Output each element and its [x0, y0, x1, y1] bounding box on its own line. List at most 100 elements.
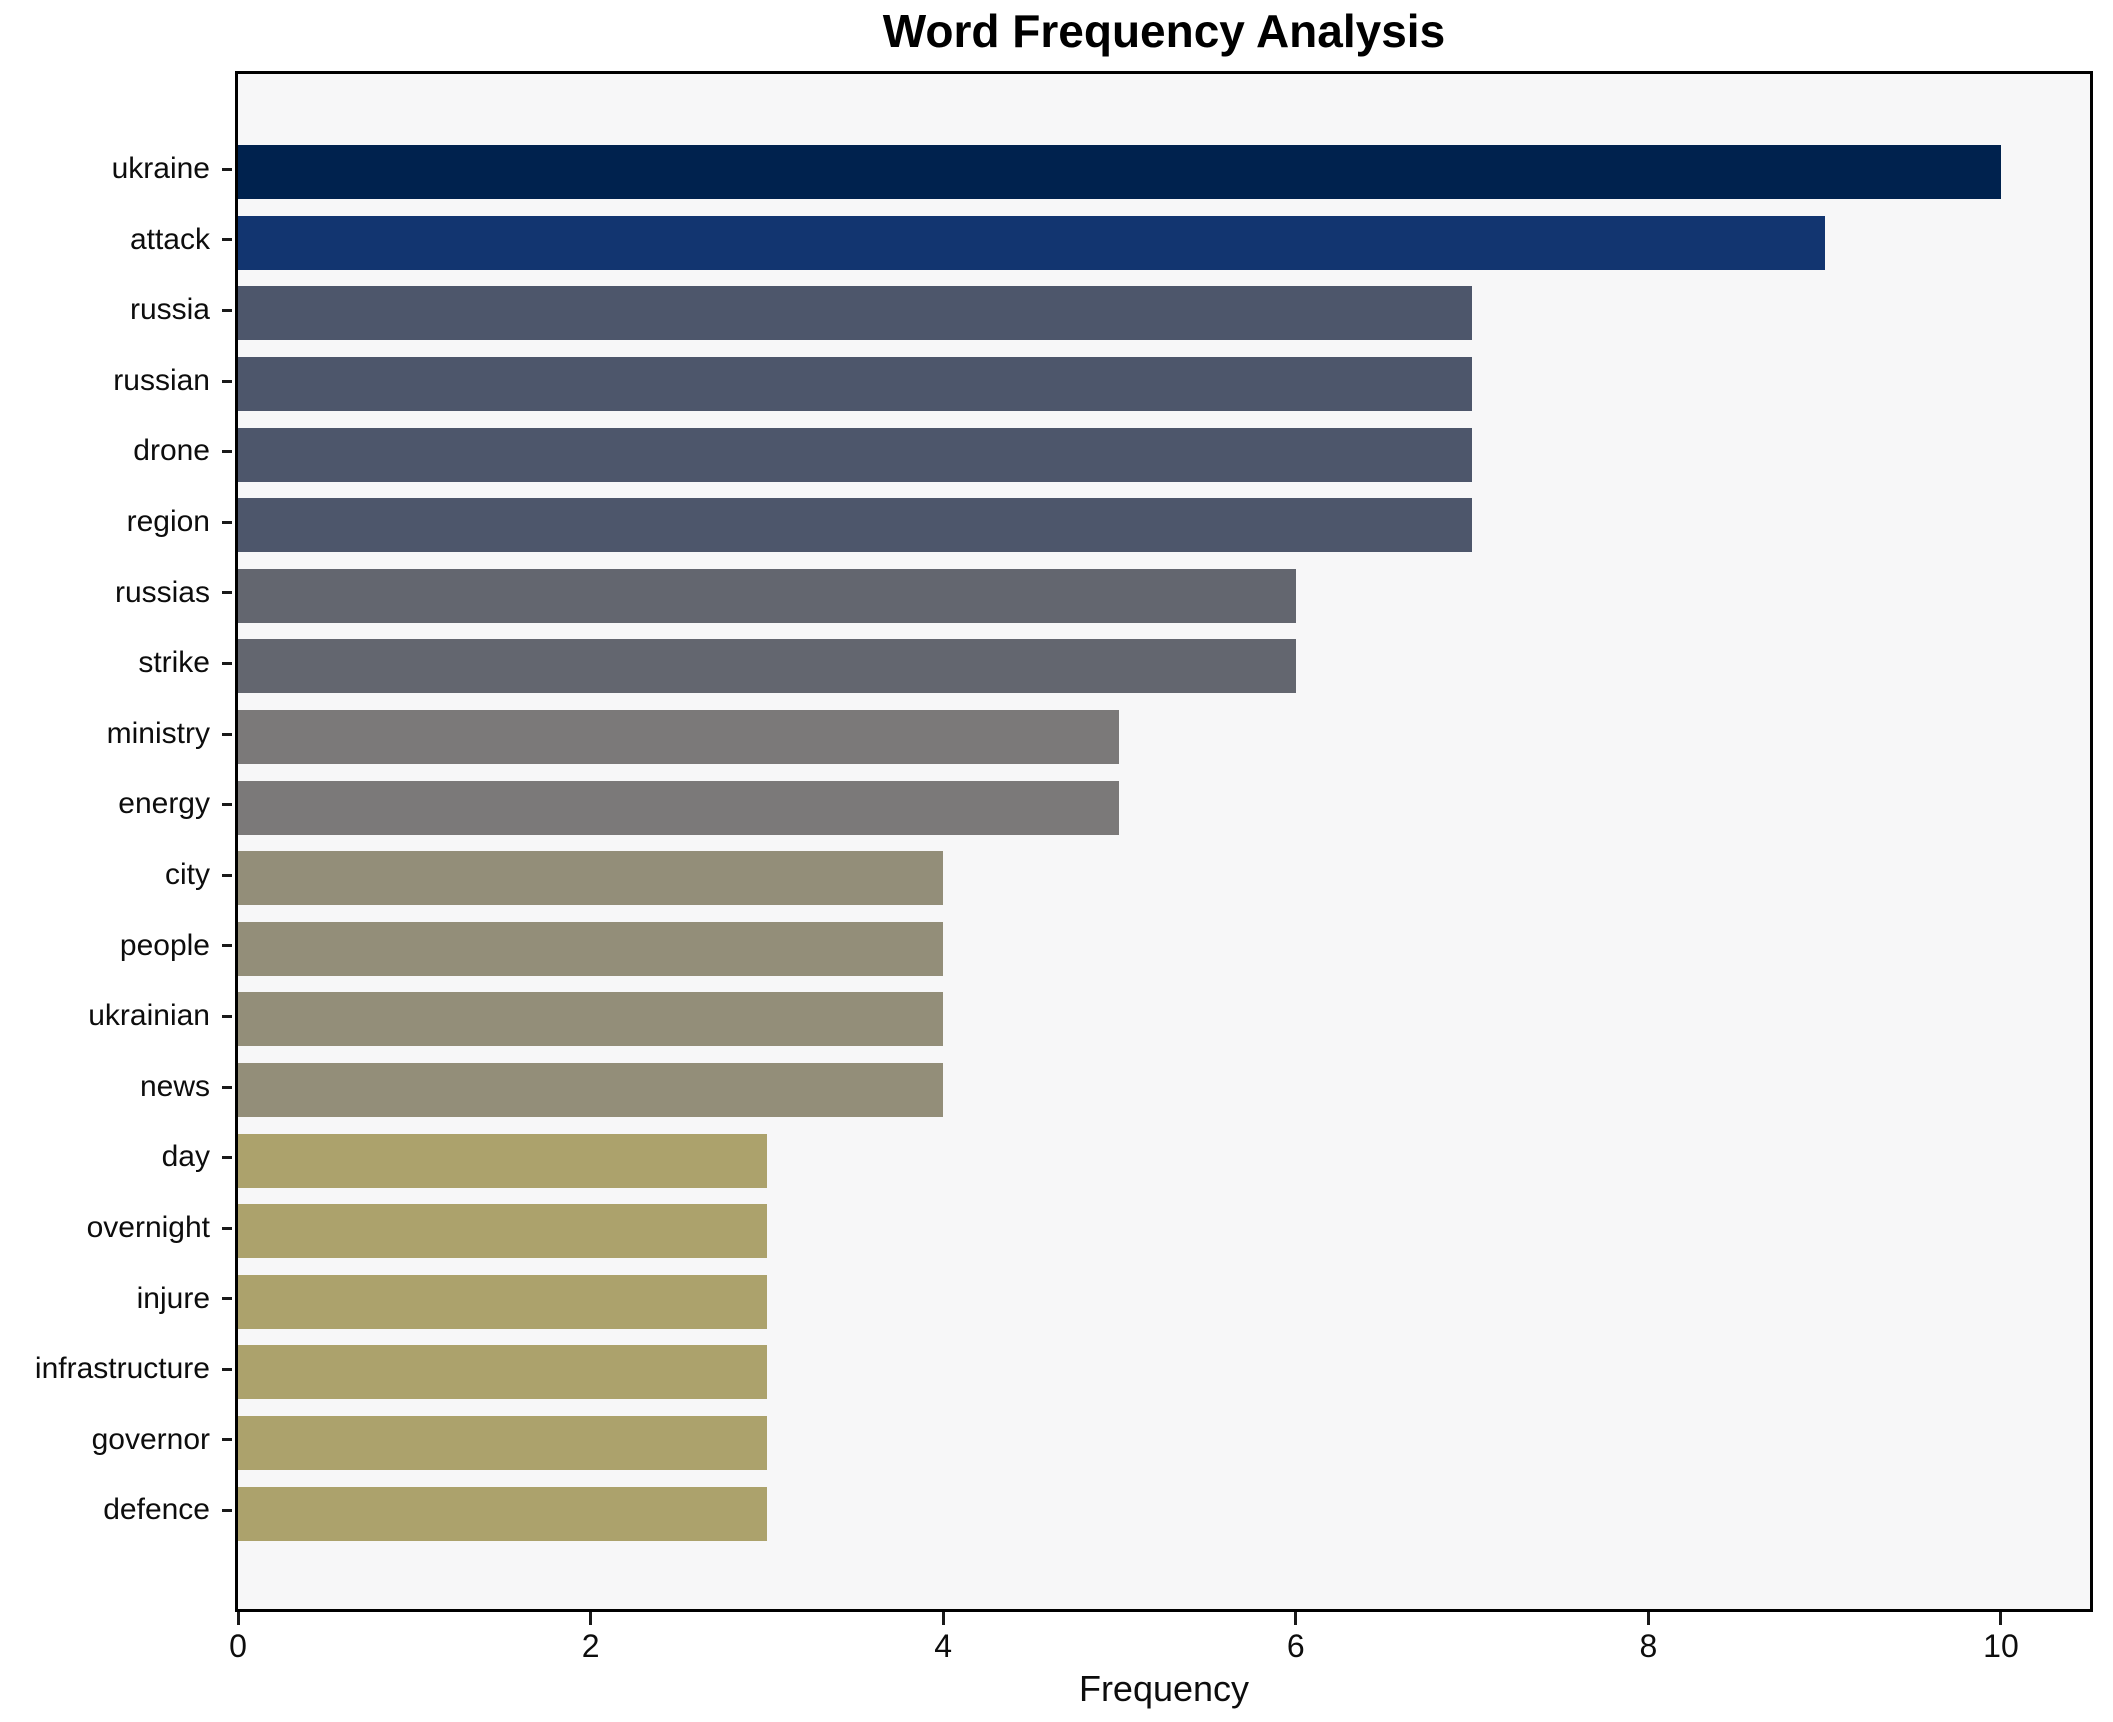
bar-row	[238, 1337, 2090, 1408]
bar	[238, 1415, 767, 1470]
y-axis-label: defence	[103, 1493, 210, 1527]
bar-row	[238, 843, 2090, 914]
bar	[238, 145, 2001, 200]
y-label-row: infrastructure	[0, 1334, 235, 1405]
y-axis-label: energy	[118, 787, 210, 821]
y-label-row: day	[0, 1122, 235, 1193]
y-label-row: city	[0, 840, 235, 911]
bar-row	[238, 208, 2090, 279]
chart-title: Word Frequency Analysis	[882, 5, 1446, 57]
bar-row	[238, 561, 2090, 632]
y-axis-label: region	[126, 504, 210, 538]
bar-row	[238, 984, 2090, 1055]
y-tick-mark	[222, 1156, 232, 1160]
bar-row	[238, 914, 2090, 985]
bar	[238, 851, 944, 906]
y-label-row: attack	[0, 205, 235, 276]
y-label-row: news	[0, 1052, 235, 1123]
y-axis-label: drone	[133, 434, 210, 468]
x-axis-label: Frequency	[1078, 1668, 1250, 1709]
y-label-row: defence	[0, 1475, 235, 1546]
y-tick-mark	[222, 732, 232, 736]
y-label-row: people	[0, 911, 235, 982]
bar-rows	[238, 137, 2090, 1549]
y-label-row: russias	[0, 558, 235, 629]
y-label-row: strike	[0, 628, 235, 699]
x-tick-label: 0	[229, 1628, 247, 1664]
bar	[238, 1063, 944, 1118]
y-tick-mark	[222, 1509, 232, 1513]
y-tick-mark	[222, 1085, 232, 1089]
y-axis: ukraine attack russia russian drone region rus…	[0, 134, 235, 1546]
y-axis-label: ukrainian	[88, 999, 210, 1033]
y-tick-mark	[222, 520, 232, 524]
bar-row	[238, 1196, 2090, 1267]
bar-row	[238, 419, 2090, 490]
bar-row	[238, 490, 2090, 561]
x-axis: 0 2 4 6 8 10	[229, 1612, 2090, 1672]
y-axis-label: injure	[136, 1281, 210, 1315]
y-tick-mark	[222, 308, 232, 312]
y-label-row: governor	[0, 1405, 235, 1476]
y-axis-label: russian	[113, 363, 210, 397]
y-axis-label: infrastructure	[34, 1352, 210, 1386]
bar-row	[238, 278, 2090, 349]
y-tick-mark	[222, 167, 232, 171]
y-tick-mark	[222, 873, 232, 877]
bar	[238, 1204, 767, 1259]
bar-row	[238, 1125, 2090, 1196]
bar	[238, 992, 944, 1047]
y-tick-mark	[222, 944, 232, 948]
y-label-row: injure	[0, 1264, 235, 1335]
bar-row	[238, 702, 2090, 773]
y-tick-mark	[222, 379, 232, 383]
x-tick-label: 6	[1286, 1628, 1305, 1664]
plot-area	[235, 71, 2093, 1612]
bar	[238, 710, 1120, 765]
x-tick-mark	[236, 1612, 240, 1625]
x-tick-label: 8	[1639, 1628, 1658, 1664]
bar-row	[238, 137, 2090, 208]
x-tick-mark	[1646, 1612, 1650, 1625]
bar	[238, 1486, 767, 1541]
y-tick-mark	[222, 661, 232, 665]
bar-row	[238, 1408, 2090, 1479]
bar	[238, 498, 1473, 553]
bar-row	[238, 772, 2090, 843]
y-label-row: ministry	[0, 699, 235, 770]
bar-row	[238, 1267, 2090, 1338]
x-tick-mark	[1294, 1612, 1298, 1625]
bar-row	[238, 1478, 2090, 1549]
y-axis-label: governor	[91, 1422, 210, 1456]
bar	[238, 1274, 767, 1329]
y-label-row: overnight	[0, 1193, 235, 1264]
y-label-row: russian	[0, 346, 235, 417]
y-tick-mark	[222, 1297, 232, 1301]
y-label-row: ukrainian	[0, 981, 235, 1052]
y-label-row: region	[0, 487, 235, 558]
bar	[238, 427, 1473, 482]
y-label-row: russia	[0, 275, 235, 346]
y-label-row: ukraine	[0, 134, 235, 205]
y-axis-label: people	[119, 928, 210, 962]
y-tick-mark	[222, 450, 232, 454]
bar	[238, 1133, 767, 1188]
bar	[238, 639, 1296, 694]
y-tick-mark	[222, 1226, 232, 1230]
y-axis-label: day	[161, 1140, 210, 1174]
x-tick-label: 2	[581, 1628, 600, 1664]
y-axis-label: ministry	[106, 716, 210, 750]
y-axis-label: city	[165, 857, 210, 891]
y-axis-label: russia	[129, 293, 210, 327]
x-tick-mark	[941, 1612, 945, 1625]
x-tick-mark	[1999, 1612, 2003, 1625]
bar-row	[238, 1055, 2090, 1126]
bar	[238, 1345, 767, 1400]
y-tick-mark	[222, 1014, 232, 1018]
y-tick-mark	[222, 238, 232, 242]
y-axis-label: overnight	[86, 1210, 210, 1244]
bar	[238, 780, 1120, 835]
y-tick-mark	[222, 591, 232, 595]
bar	[238, 357, 1473, 412]
